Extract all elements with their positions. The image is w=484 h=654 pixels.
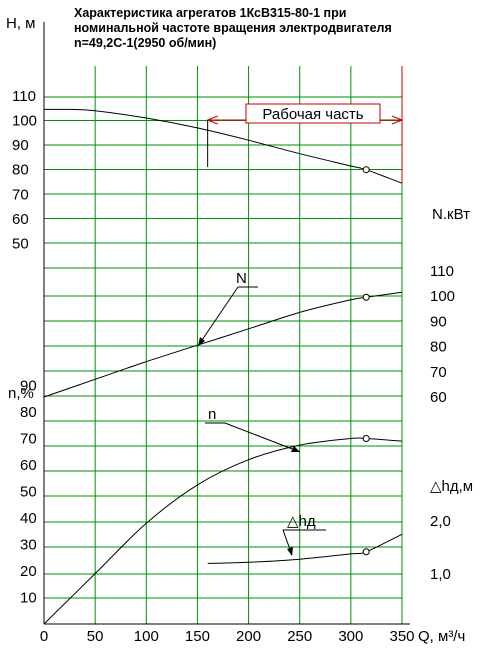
npsh-tick-label: 2,0	[430, 513, 451, 530]
npsh-curve-marker	[362, 548, 370, 556]
efficiency-tick-label: 90	[20, 378, 37, 395]
power-curve-marker	[362, 293, 370, 301]
efficiency-tick-label: 60	[20, 457, 37, 474]
x-tick-label: 150	[185, 628, 210, 645]
npsh-arrowhead	[287, 547, 293, 556]
efficiency-arrowhead	[291, 446, 300, 452]
npsh-tick-label: 1,0	[430, 566, 451, 583]
n-tick-label: 70	[430, 364, 447, 381]
n-tick-label: 80	[430, 339, 447, 356]
npsh-curve	[207, 533, 403, 564]
efficiency-tick-label: 80	[20, 404, 37, 421]
n-axis-label: N.кВт	[432, 206, 470, 223]
efficiency-tick-label: 70	[20, 431, 37, 448]
title-line-1: Характеристика агрегатов 1КсВ315-80-1 пр…	[74, 6, 347, 20]
efficiency-tick-label: 20	[20, 563, 37, 580]
h-tick-label: 80	[12, 162, 29, 179]
working-zone-arrow-left	[206, 115, 218, 125]
efficiency-tick-label: 30	[20, 537, 37, 554]
n-tick-label: 110	[430, 263, 454, 280]
working-zone-arrow-right	[391, 115, 404, 125]
efficiency-curve-marker	[362, 435, 370, 442]
efficiency-tick-label: 50	[20, 484, 37, 501]
h-tick-label: 100	[12, 113, 37, 130]
npsh-axis-label: △hд,м	[430, 478, 473, 495]
h-tick-label: 70	[12, 186, 29, 203]
title-line-3: n=49,2С-1(2950 об/мин)	[74, 36, 217, 50]
chart-title: Характеристика агрегатов 1КсВ315-80-1 пр…	[74, 6, 474, 51]
working-zone-box	[245, 103, 381, 124]
working-zone-label: Рабочая часть	[262, 106, 363, 123]
npsh-curve-label: △hд	[287, 513, 316, 530]
efficiency-curve-label: n	[208, 406, 216, 423]
head-curve-marker	[362, 166, 370, 174]
x-tick-label: 100	[134, 628, 159, 645]
x-tick-label: 200	[236, 628, 261, 645]
n-power-leader	[197, 286, 239, 347]
x-axis-label: Q, м³/ч	[418, 628, 465, 645]
h-tick-label: 60	[12, 211, 29, 228]
h-tick-label: 110	[12, 88, 36, 105]
x-tick-label: 0	[40, 628, 48, 645]
head-curve	[43, 108, 403, 184]
curves	[43, 103, 404, 625]
efficiency-tick-label: 40	[20, 510, 37, 527]
n-tick-label: 90	[430, 313, 447, 330]
n-power-arrowhead	[198, 337, 205, 346]
x-tick-label: 250	[287, 628, 312, 645]
x-tick-label: 300	[338, 628, 363, 645]
labels: 0 50 100 150 200 250 300 350 Q, м³/ч H, м 110 100 90…	[6, 15, 473, 645]
power-curve	[43, 291, 403, 398]
efficiency-tick-label: 10	[20, 590, 37, 607]
grid	[43, 22, 410, 625]
h-tick-label: 90	[12, 137, 29, 154]
title-line-2: номинальной частоте вращения электродвиг…	[74, 21, 392, 35]
h-axis-label: H, м	[6, 15, 35, 32]
n-tick-label: 60	[430, 389, 447, 406]
efficiency-curve	[43, 437, 403, 625]
efficiency-leader	[224, 422, 301, 453]
h-tick-label: 50	[12, 236, 29, 253]
x-tick-label: 350	[389, 628, 414, 645]
n-tick-label: 100	[430, 288, 455, 305]
power-curve-label: N	[236, 270, 247, 287]
x-tick-label: 50	[87, 628, 104, 645]
efficiency-axis-label: n,%	[8, 385, 34, 402]
